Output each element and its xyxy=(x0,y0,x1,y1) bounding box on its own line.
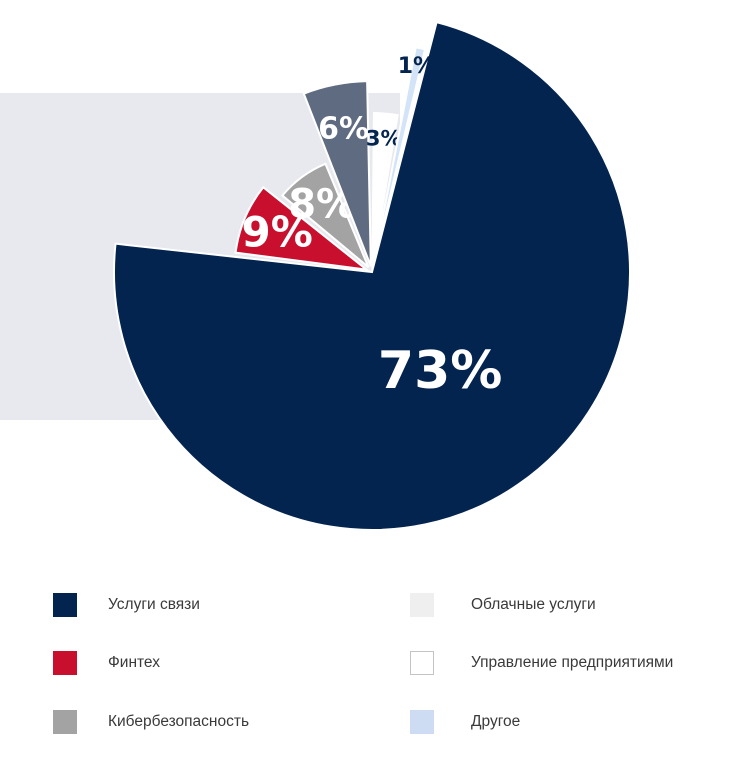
legend-swatch xyxy=(410,651,434,675)
legend-label: Облачные услуги xyxy=(471,596,596,613)
legend-swatch xyxy=(53,593,77,617)
legend-label: Управление предприятиями xyxy=(471,654,674,671)
legend-item-enterprise: Управление предприятиями xyxy=(410,649,673,677)
legend-swatch xyxy=(410,710,434,734)
legend-item-cybersecurity: Кибербезопасность xyxy=(53,708,249,736)
label-fintech: 9% xyxy=(242,207,313,256)
slice-cybersecurity xyxy=(280,162,370,268)
label-other: 1% xyxy=(398,54,435,79)
slice-enterprise xyxy=(371,112,399,269)
label-cloud: 6% xyxy=(318,111,369,146)
legend-label: Другое xyxy=(471,713,521,730)
label-telecom: 73% xyxy=(378,341,502,401)
slice-telecom xyxy=(113,20,631,531)
legend-swatch xyxy=(410,593,434,617)
slice-cloud xyxy=(302,80,372,267)
legend-item-telecom: Услуги связи xyxy=(53,591,200,619)
legend-label: Услуги связи xyxy=(108,596,200,613)
legend-label: Кибербезопасность xyxy=(108,713,250,730)
pie-chart: 73%9%8%6%3%1% xyxy=(113,20,631,531)
legend-swatch xyxy=(53,710,77,734)
legend-label: Финтех xyxy=(108,654,160,671)
slice-fintech xyxy=(234,185,370,272)
slice-other xyxy=(371,46,427,269)
legend-item-cloud: Облачные услуги xyxy=(410,591,596,619)
legend-item-fintech: Финтех xyxy=(53,649,160,677)
legend-swatch xyxy=(53,651,77,675)
legend-item-other: Другое xyxy=(410,708,520,736)
